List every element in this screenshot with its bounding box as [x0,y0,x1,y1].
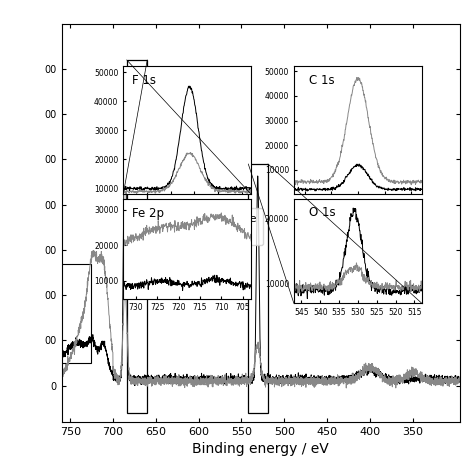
Before [449,376,455,382]
After [104,291,110,297]
Before [132,383,137,388]
After [211,376,217,382]
Bar [61,264,91,363]
Text: O 1s: O 1s [309,206,336,219]
Before [128,378,134,383]
After [128,378,134,383]
Text: F 1s: F 1s [132,74,156,87]
Legend: Before, After: Before, After [187,209,263,245]
Bar [127,60,147,413]
After [59,372,64,378]
Bar [248,164,268,413]
After [91,247,96,253]
Before [122,81,128,87]
After [229,377,235,383]
X-axis label: Binding energy / eV: Binding energy / eV [192,442,329,456]
Before [229,376,235,382]
Before [59,353,64,359]
After [407,369,412,374]
After [449,376,455,382]
Line: After: After [62,250,460,388]
Text: Fe 2p: Fe 2p [132,207,164,220]
Before [407,376,412,382]
Line: Before: Before [62,84,460,385]
Text: C 1s: C 1s [309,74,335,87]
Before [212,374,218,380]
Before [457,375,463,381]
After [457,376,463,382]
After [344,385,349,391]
Before [104,353,110,358]
